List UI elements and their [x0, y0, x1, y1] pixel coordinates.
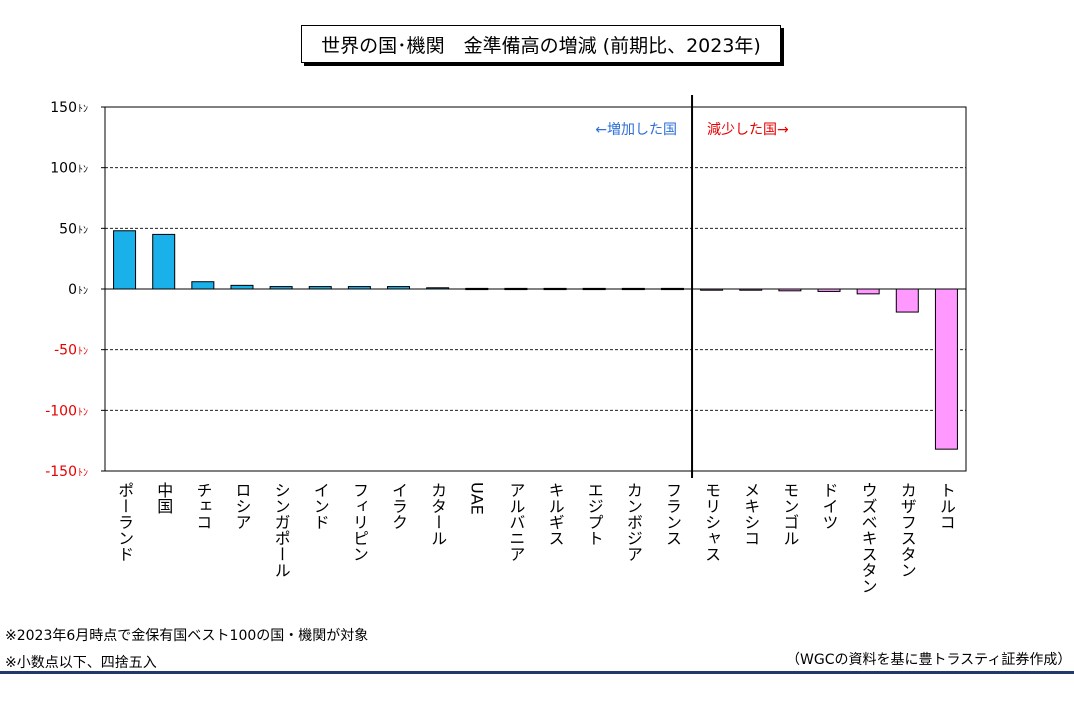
- y-tick-label: -50: [54, 343, 77, 359]
- y-tick-unit: ﾄﾝ: [78, 468, 88, 479]
- footnote-scope: ※2023年6月時点で金保有国ベスト100の国・機関が対象: [5, 628, 369, 644]
- bar: [191, 281, 215, 290]
- footnote-rounding: ※小数点以下、四捨五入: [5, 655, 157, 671]
- x-category-label: エジプト: [585, 482, 604, 546]
- bar: [856, 288, 880, 295]
- y-tick-unit: ﾄﾝ: [78, 407, 88, 418]
- x-category-label: チェコ: [193, 482, 212, 530]
- y-tick-label: 0: [68, 282, 77, 298]
- x-category-label: モリシャス: [702, 482, 721, 562]
- increase-annotation: ←増加した国: [595, 122, 677, 138]
- bottom-rule: [0, 671, 1074, 674]
- y-tick-label: -100: [45, 403, 77, 419]
- x-category-label: キルギス: [546, 482, 565, 546]
- x-category-label: UAE: [467, 482, 486, 515]
- y-tick-unit: ﾄﾝ: [78, 286, 88, 297]
- x-category-label: ロシア: [232, 482, 251, 530]
- x-category-label: カタール: [428, 482, 447, 546]
- x-category-label: トルコ: [937, 482, 956, 530]
- bar: [230, 284, 254, 290]
- x-category-label: モンゴル: [780, 482, 799, 546]
- y-tick-unit: ﾄﾝ: [78, 165, 88, 176]
- source-note: （WGCの資料を基に豊トラスティ証券作成）: [786, 652, 1072, 668]
- x-category-label: ウズベキスタン: [859, 482, 878, 594]
- x-category-label: カンボジア: [624, 482, 643, 562]
- x-category-label: フランス: [663, 482, 682, 546]
- bar: [152, 233, 176, 290]
- x-category-label: ポーランド: [115, 482, 134, 562]
- y-tick-unit: ﾄﾝ: [78, 225, 88, 236]
- x-category-label: カザフスタン: [898, 482, 917, 578]
- bar: [113, 230, 137, 290]
- x-category-label: 中国: [154, 482, 173, 514]
- y-tick-label: 150: [50, 100, 77, 116]
- x-category-label: ドイツ: [820, 482, 839, 530]
- x-category-label: メキシコ: [741, 482, 760, 546]
- bar: [895, 288, 919, 313]
- x-category-label: インド: [311, 482, 330, 530]
- y-tick-label: 100: [50, 161, 77, 177]
- decrease-annotation: 減少した国→: [707, 121, 789, 138]
- y-tick-unit: ﾄﾝ: [78, 104, 88, 115]
- bar: [934, 288, 958, 450]
- x-category-label: アルバニア: [506, 482, 525, 562]
- chart-title: 世界の国･機関 金準備高の増減 (前期比、2023年): [301, 25, 781, 63]
- y-tick-unit: ﾄﾝ: [78, 347, 88, 358]
- x-category-label: フィリピン: [350, 482, 369, 562]
- y-tick-label: 50: [59, 221, 77, 237]
- x-category-label: シンガポール: [272, 482, 291, 578]
- y-tick-label: -150: [45, 464, 77, 480]
- x-category-label: イラク: [389, 482, 408, 530]
